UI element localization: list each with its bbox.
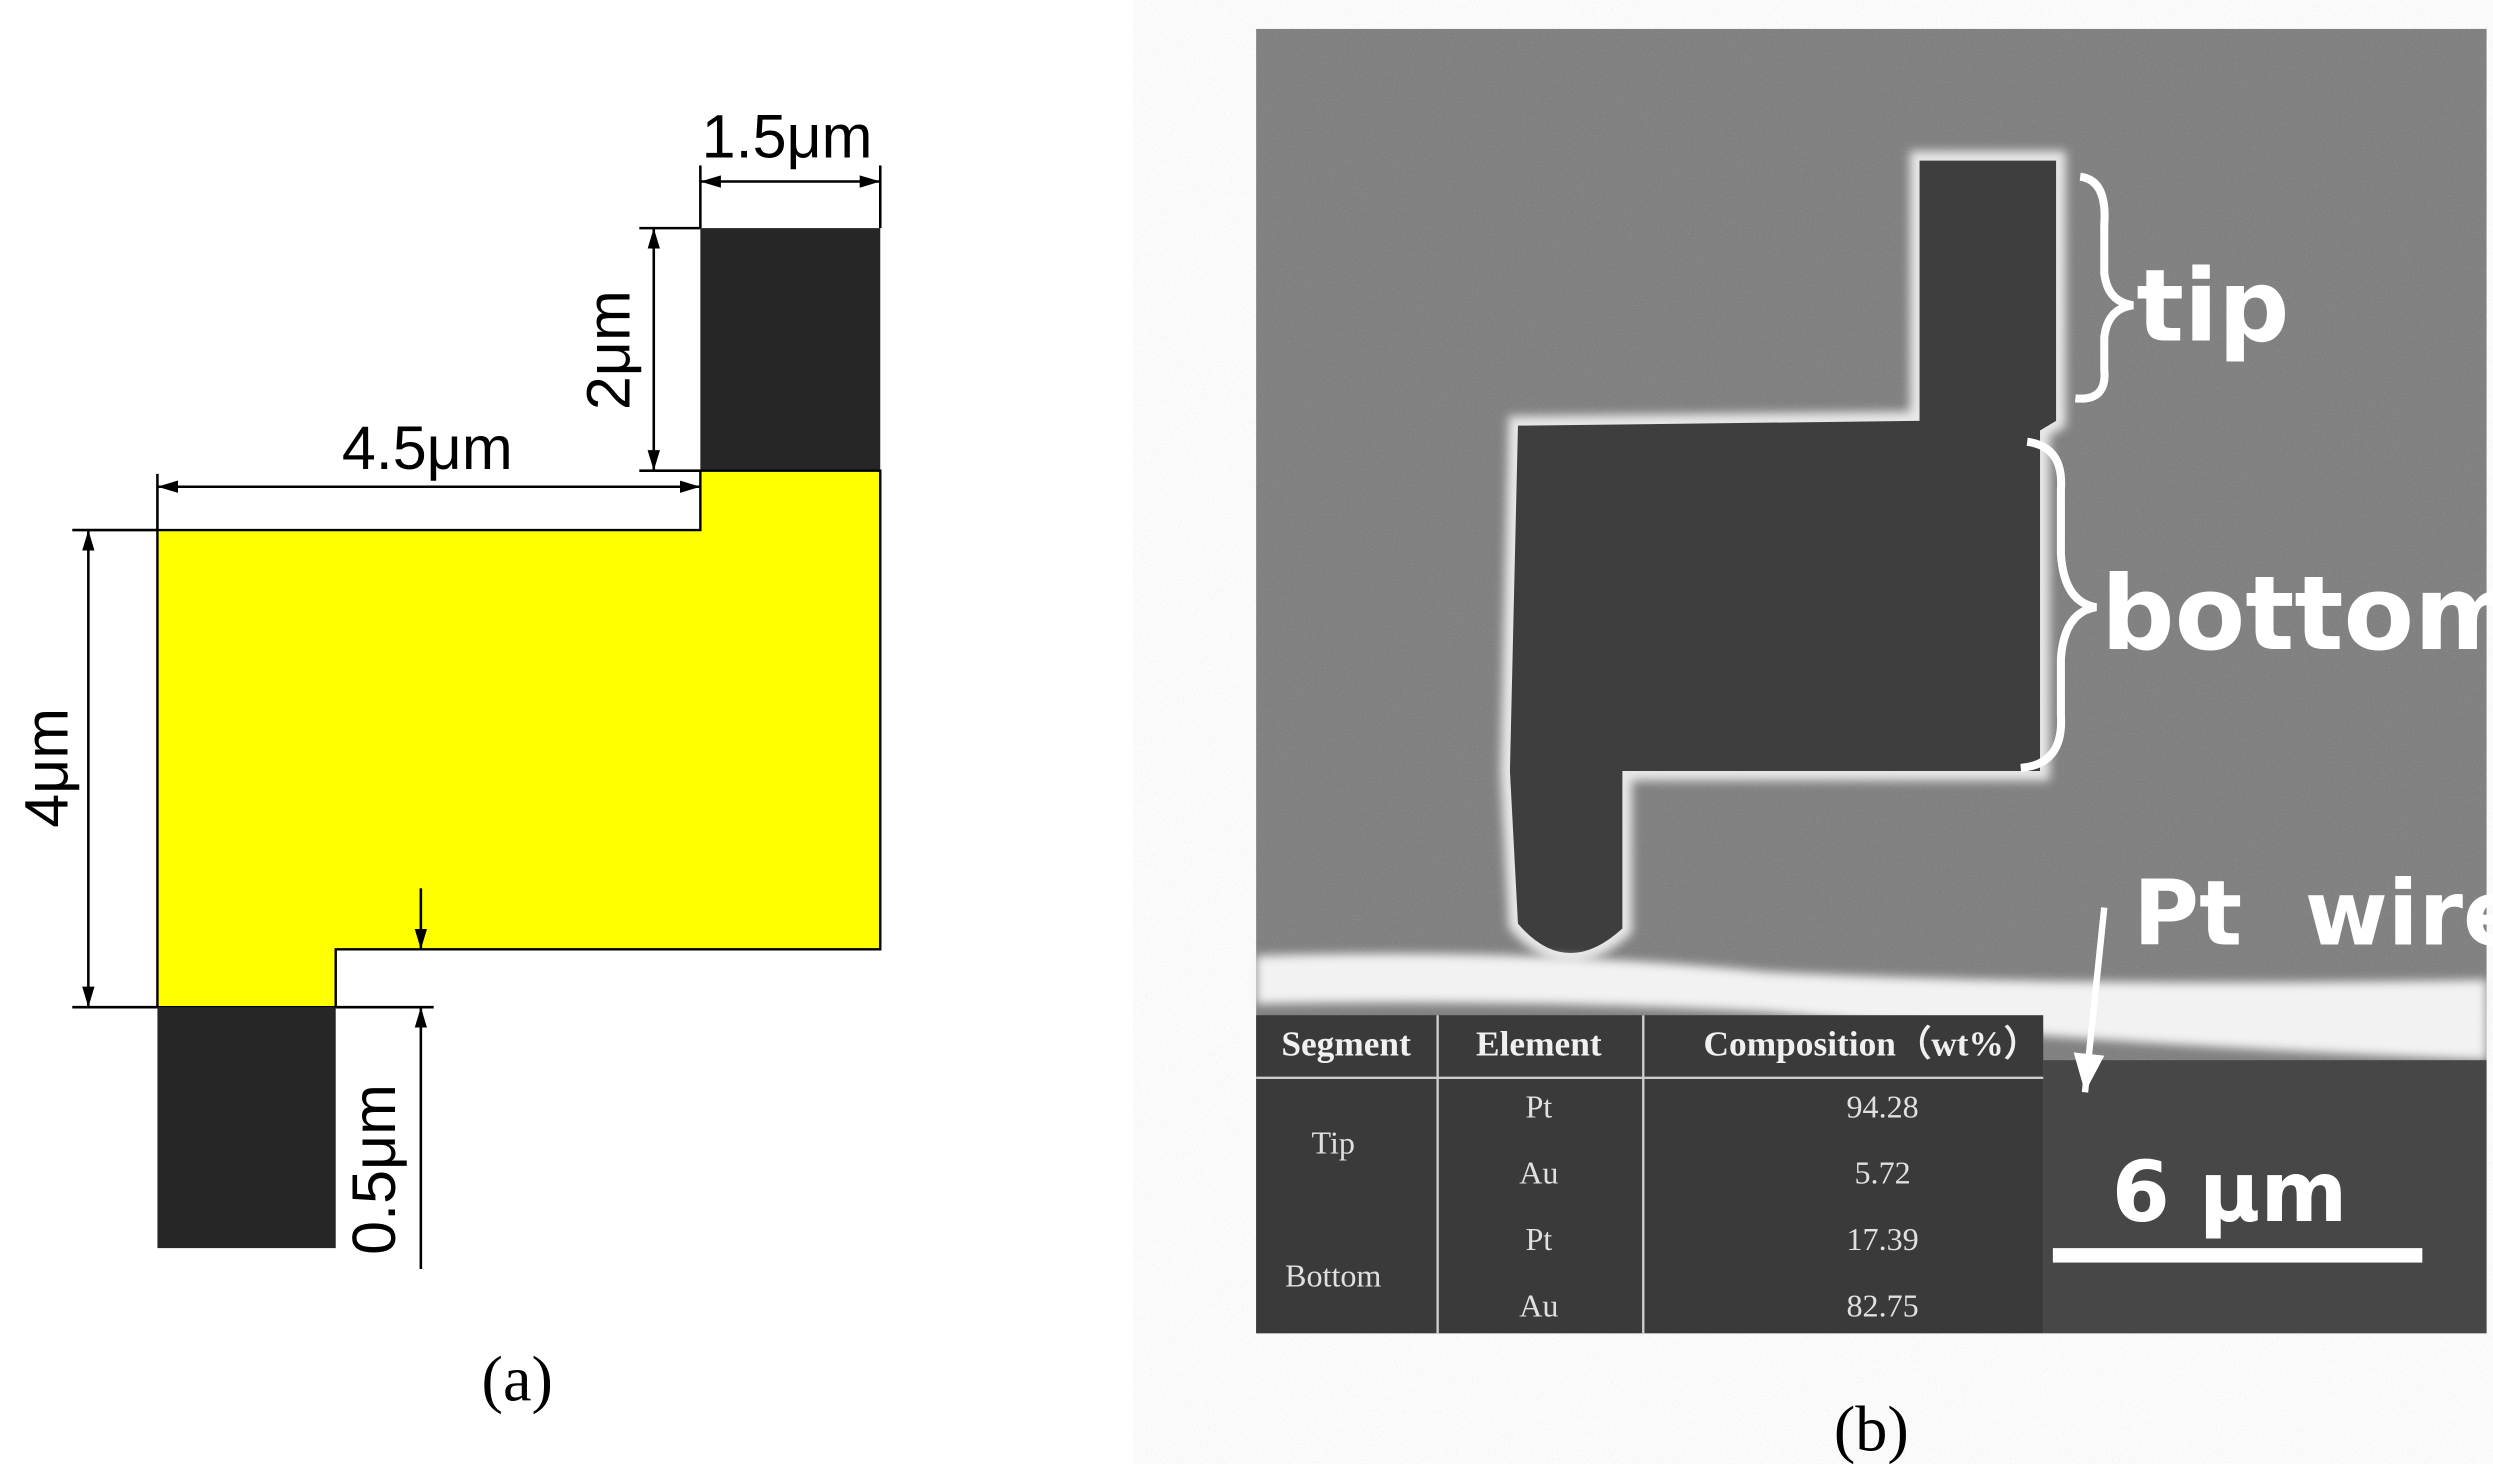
scale-bar-label: 6 μm [2112,1143,2348,1241]
composition: 82.75 [1846,1287,1918,1323]
tip-block [700,228,881,471]
dimension-label: 1.5μm [702,102,873,170]
caption: (b) [1834,1394,1909,1465]
segment-name: Bottom [1285,1257,1381,1293]
brace [2074,172,2134,403]
brace [2020,437,2098,772]
dimension-label: 0.5μm [340,1084,408,1255]
composition: 94.28 [1846,1088,1918,1124]
element: Au [1519,1155,1558,1191]
composition: 5.72 [1854,1155,1910,1191]
segment-name: Tip [1312,1125,1355,1161]
image-lower [2043,1060,2487,1334]
wire-arrow [2073,907,2108,1093]
gold-body [156,469,882,1009]
element: Pt [1525,1221,1552,1257]
element: Pt [1525,1088,1552,1124]
dimension-label: 4.5μm [342,414,513,482]
table-header: Segment [1281,1024,1411,1063]
composition-table [1256,1015,2044,1334]
table-header: Composition（wt%） [1704,1024,2040,1063]
wire-label: Pt wire [2133,863,2493,967]
particle [1509,160,2057,954]
panel-a: 1.5μm 2μm 4.5μm 4μm 0.5μm (a) [12,102,882,1415]
pt-wire [1256,953,2487,1061]
element: Au [1519,1287,1558,1323]
table-header: Element [1476,1024,1602,1063]
tip-label: tip [2136,250,2289,365]
bottom-label: bottom [2101,555,2493,674]
dimension-label: 4μm [12,708,80,828]
scale-bar [2052,1248,2423,1263]
panel-b: Segment Element Composition（wt%） Tip Pt 94.28… [1256,28,2493,1465]
dimension-label: 2μm [575,290,643,410]
dimension-lines [72,165,882,1270]
composition: 17.39 [1846,1221,1918,1257]
bottom-block [157,1007,336,1249]
caption: (a) [482,1344,553,1415]
